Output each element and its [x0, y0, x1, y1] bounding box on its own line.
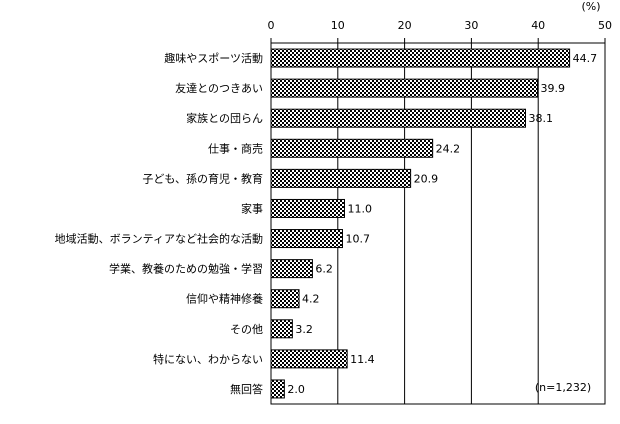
bar [270, 289, 300, 309]
value-label: 3.2 [295, 323, 313, 336]
value-label: 20.9 [414, 172, 439, 185]
bar [270, 319, 293, 339]
category-labels: 趣味やスポーツ活動友達とのつきあい家族との団らん仕事・商売子ども、孫の育児・教育… [55, 51, 263, 396]
x-tick-label: 10 [331, 19, 345, 32]
value-label: 11.0 [347, 202, 372, 215]
category-label: 無回答 [230, 382, 263, 396]
value-label: 39.9 [541, 82, 566, 95]
bar [270, 78, 539, 98]
bar [270, 229, 343, 249]
category-label: 学業、教養のための勉強・学習 [109, 262, 263, 276]
category-label: その他 [230, 323, 263, 336]
value-label: 11.4 [350, 353, 375, 366]
category-label: 信仰や精神修養 [186, 292, 263, 306]
x-tick-label: 50 [598, 19, 612, 32]
category-label: 特にない、わからない [153, 352, 263, 366]
category-label: 地域活動、ボランティアなど社会的な活動 [55, 232, 263, 246]
category-label: 家事 [241, 201, 263, 215]
x-tick-label: 20 [398, 19, 412, 32]
sample-size-note: (n=1,232) [535, 381, 591, 394]
category-label: 趣味やスポーツ活動 [164, 51, 263, 65]
x-tick-label: 30 [464, 19, 478, 32]
bar [270, 168, 412, 188]
x-axis-ticks: 0 10 20 30 40 50 [268, 19, 612, 43]
unit-label: (%) [581, 0, 600, 13]
bar [270, 349, 348, 369]
value-label: 6.2 [315, 263, 333, 276]
bar [270, 138, 434, 158]
value-label: 4.2 [302, 293, 320, 306]
x-tick-label: 40 [531, 19, 545, 32]
value-label: 38.1 [529, 112, 554, 125]
value-label: 44.7 [573, 52, 598, 65]
value-label: 24.2 [436, 142, 461, 155]
bar [270, 259, 313, 279]
value-label: 10.7 [345, 233, 370, 246]
bar [270, 379, 285, 399]
category-label: 仕事・商売 [208, 141, 263, 155]
category-label: 友達とのつきあい [175, 81, 263, 95]
grid [337, 43, 539, 404]
bar [270, 48, 571, 68]
bars [270, 48, 571, 399]
category-label: 子ども、孫の育児・教育 [142, 171, 263, 185]
plot-frame [270, 42, 606, 405]
x-tick-label: 0 [268, 19, 275, 32]
value-labels: 44.7 39.9 38.1 24.2 20.9 11.0 10.7 6.2 4.2 3.2 11.… [287, 52, 597, 396]
bar [270, 198, 345, 218]
value-label: 2.0 [287, 383, 305, 396]
bar [270, 108, 527, 128]
category-label: 家族との団らん [186, 111, 263, 125]
plot-border [270, 42, 606, 405]
